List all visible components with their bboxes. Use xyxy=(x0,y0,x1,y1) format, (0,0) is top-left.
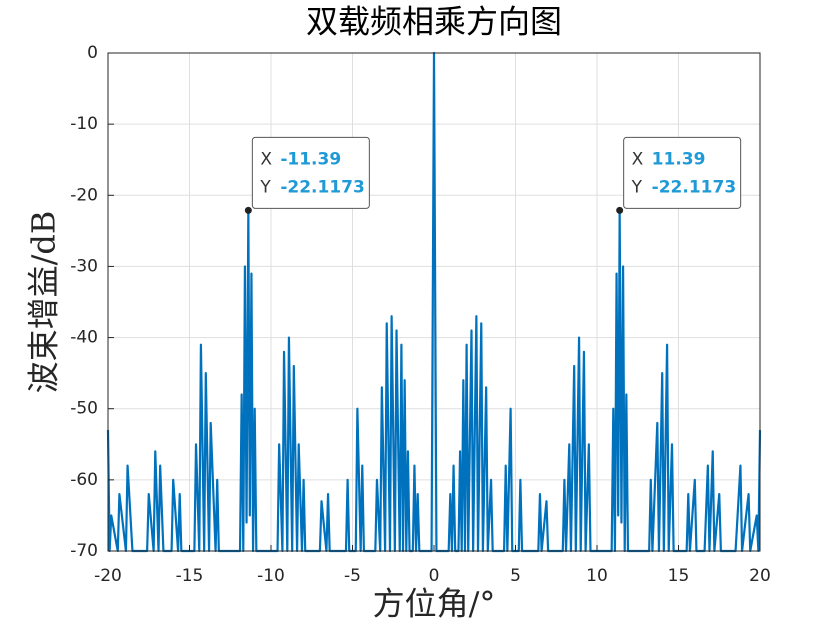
y-tick-label: -50 xyxy=(70,399,98,419)
x-tick-label: -10 xyxy=(257,566,285,586)
x-tick-label: -15 xyxy=(176,566,204,586)
datatip-label: X xyxy=(260,149,272,169)
datatip-label: Y xyxy=(259,177,271,197)
ticks: -20 -15 -10 -5 0 5 10 15 20-70-60-50-40-30-20-10… xyxy=(70,43,771,586)
datatip-box xyxy=(623,136,742,209)
y-tick-label: -30 xyxy=(70,256,98,276)
datatip-label: Y xyxy=(631,177,643,197)
y-tick-label: 0 xyxy=(87,43,98,63)
datatip-box xyxy=(251,136,370,209)
x-tick-label: 10 xyxy=(586,566,608,586)
y-axis-label: 波束增益/dB xyxy=(25,211,63,394)
y-tick-label: -20 xyxy=(70,185,98,205)
x-tick-label: 5 xyxy=(510,566,521,586)
datatip-value: -11.39 xyxy=(280,149,341,169)
datatip-marker xyxy=(616,206,624,214)
x-axis-label: 方位角/° xyxy=(373,585,496,623)
y-tick-label: -40 xyxy=(70,328,98,348)
datatip-value: 11.39 xyxy=(652,149,706,169)
x-tick-label: 20 xyxy=(749,566,771,586)
x-tick-label: -20 xyxy=(94,566,122,586)
y-tick-label: -70 xyxy=(70,541,98,561)
x-tick-label: 0 xyxy=(429,566,440,586)
datatip-label: X xyxy=(632,149,644,169)
datatips: X -11.39 Y -22.1173 X 11.39 Y -22.1173 xyxy=(244,136,742,214)
datatip-marker xyxy=(244,206,252,214)
x-tick-label: 15 xyxy=(668,566,690,586)
datatip-value: -22.1173 xyxy=(652,177,737,197)
datatip-value: -22.1173 xyxy=(280,177,365,197)
x-tick-label: -5 xyxy=(344,566,361,586)
datatip: X -11.39 Y -22.1173 xyxy=(244,136,370,214)
datatip: X 11.39 Y -22.1173 xyxy=(616,136,742,214)
chart-title: 双载频相乘方向图 xyxy=(306,3,562,41)
y-tick-label: -60 xyxy=(70,470,98,490)
y-tick-label: -10 xyxy=(70,114,98,134)
